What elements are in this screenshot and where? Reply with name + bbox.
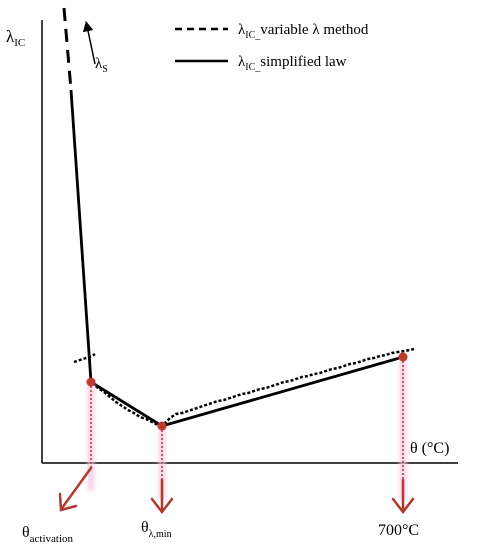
point-activation	[86, 377, 96, 387]
marker-label-activation: θactivation	[22, 524, 74, 545]
marker-label-lambda-min: θλ,min	[141, 519, 172, 540]
marker-arrow-activation	[58, 466, 93, 512]
lambda-s-arrow	[82, 20, 96, 65]
marker-label-700: 700°C	[378, 522, 419, 539]
y-axis-label: λIC	[6, 27, 25, 49]
legend-solid-label: λIC_simplified law	[238, 54, 347, 73]
point-700	[398, 352, 408, 362]
lambda-s-label: λS	[95, 56, 108, 75]
legend-dashed-label: λIC_variable λ method	[238, 22, 369, 41]
point-lambda-min	[157, 421, 167, 431]
dashed-curve-steep	[62, 7, 73, 91]
marker-arrow-700	[391, 478, 415, 515]
marker-glow	[88, 357, 406, 500]
marker-arrow-lambda-min	[150, 478, 174, 515]
dashed-curve-main	[73, 347, 415, 427]
x-axis-label: θ (°C)	[410, 440, 449, 457]
solid-curve	[69, 89, 404, 428]
